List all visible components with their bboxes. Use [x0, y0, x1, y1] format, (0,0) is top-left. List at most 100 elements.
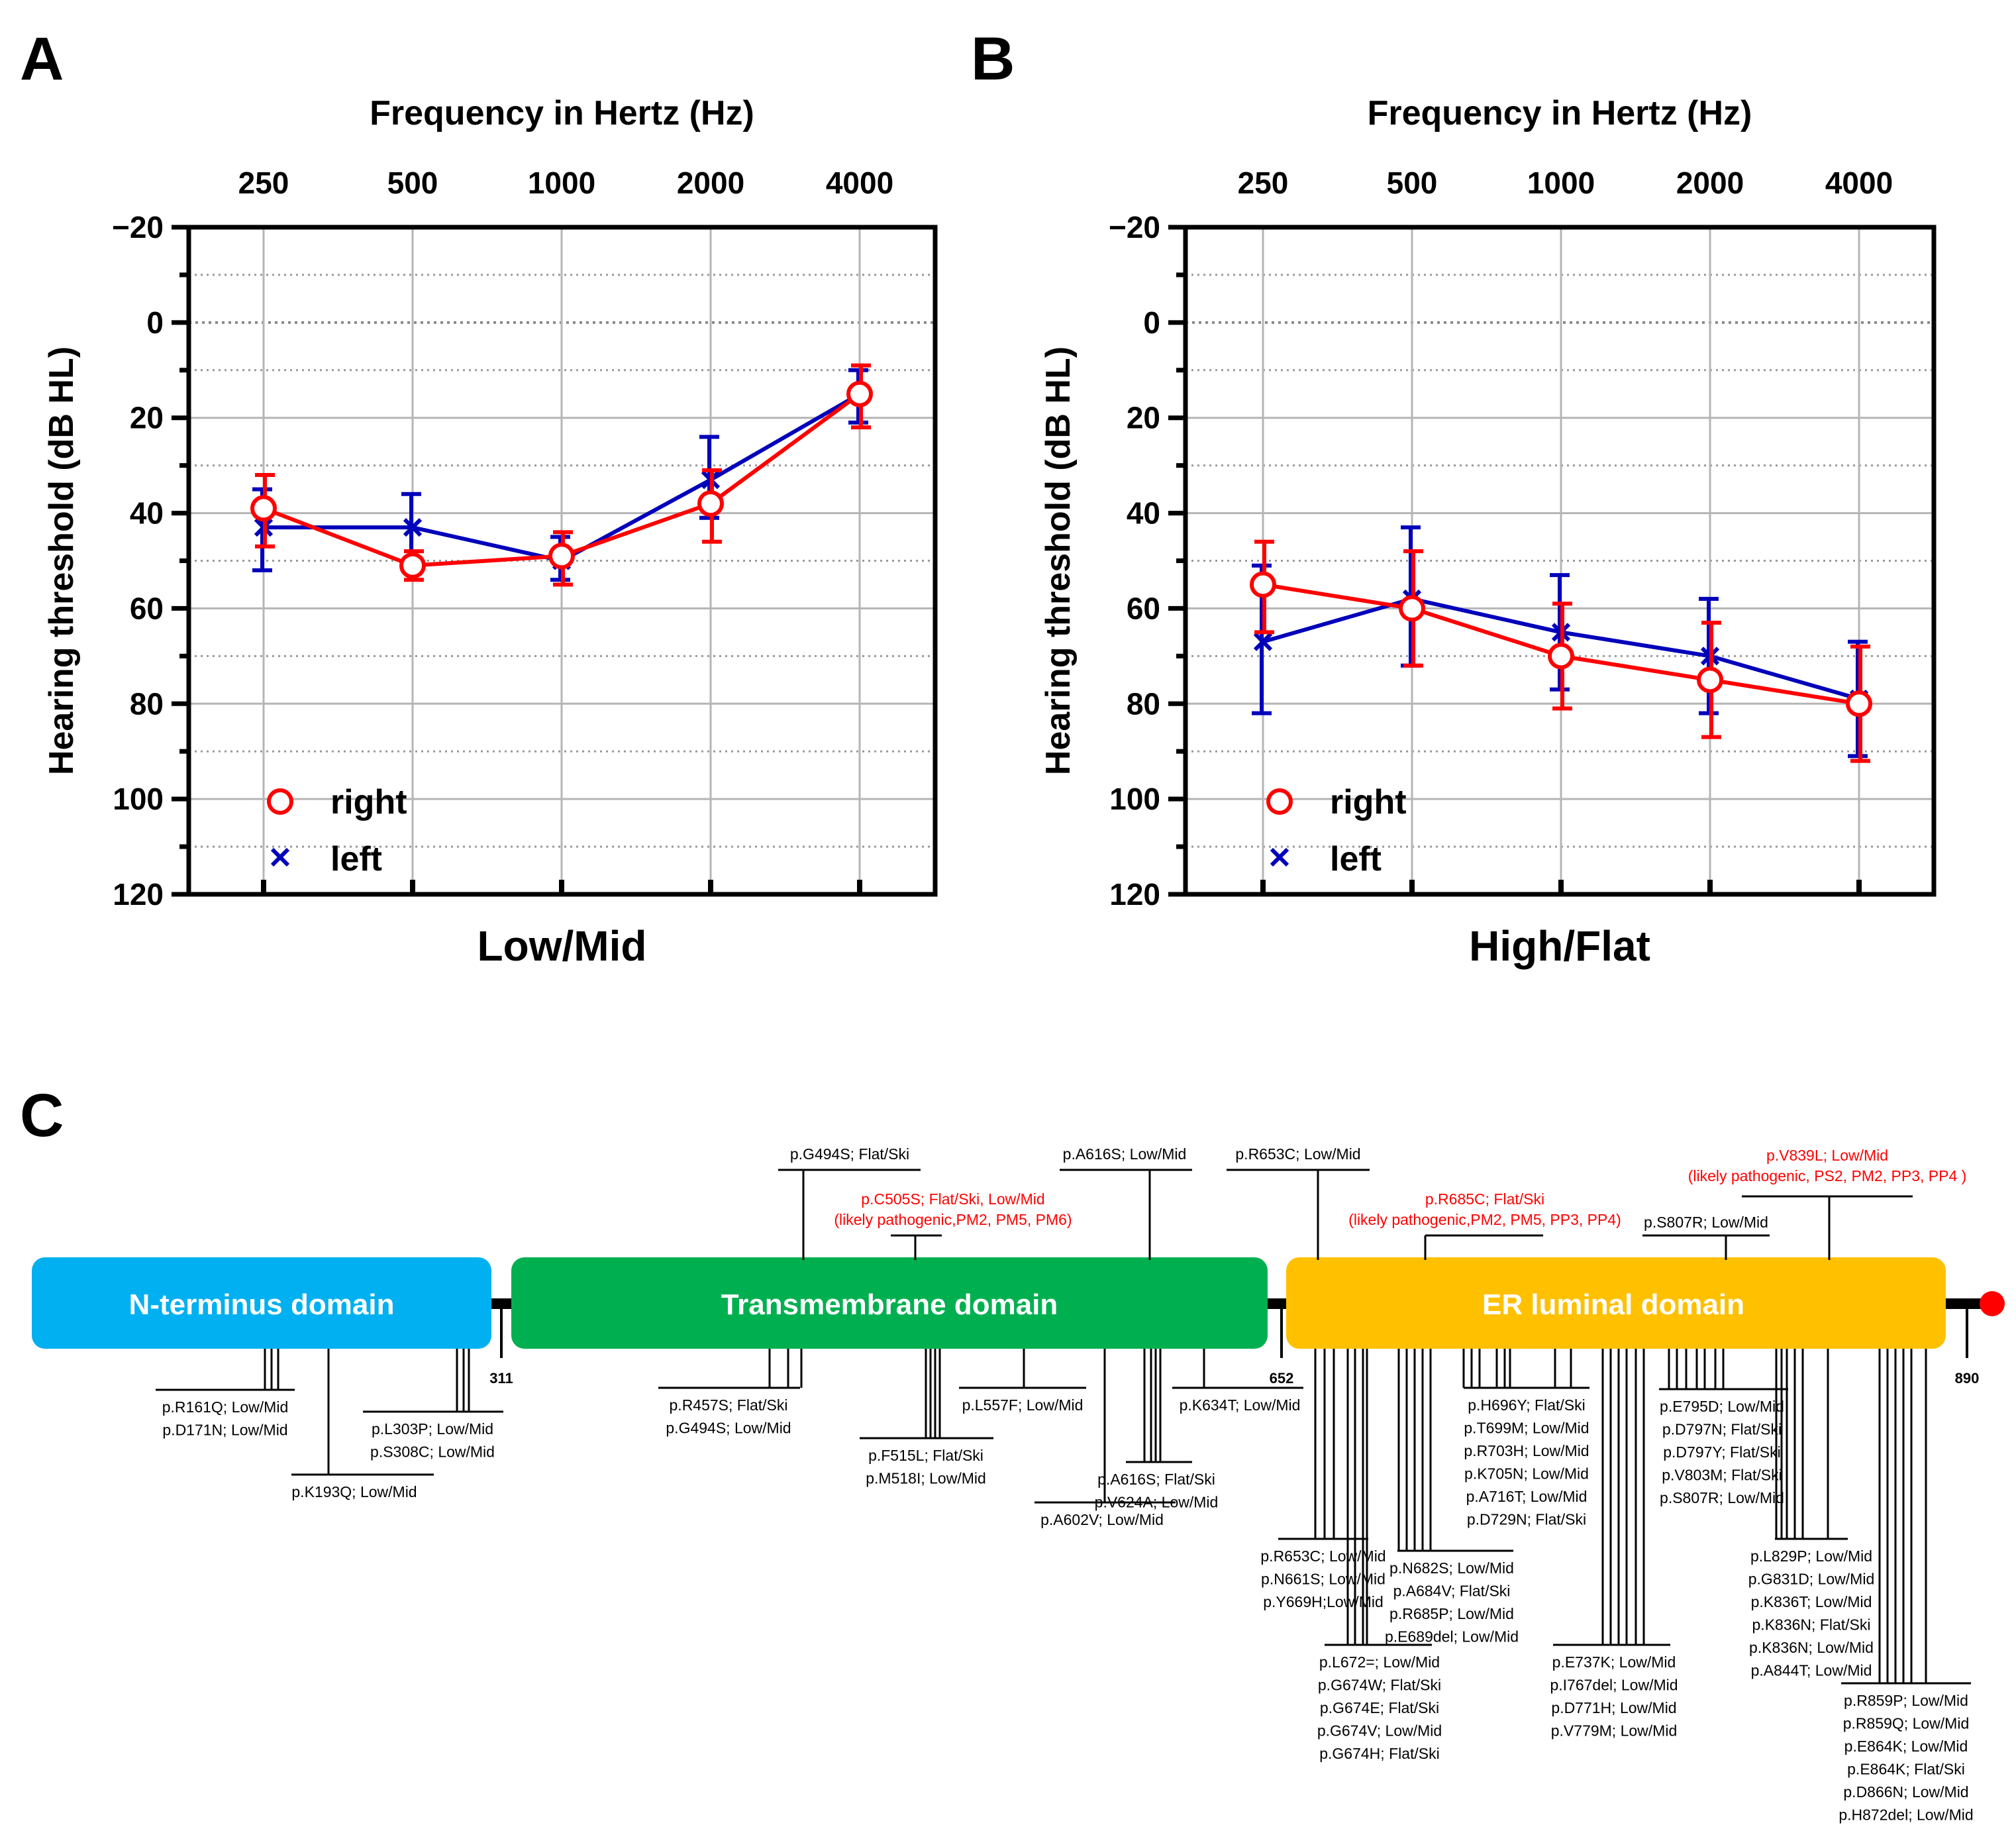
variant-label: p.G494S; Flat/Ski: [790, 1145, 909, 1163]
variant-label: p.A684V; Flat/Ski: [1393, 1583, 1511, 1600]
domain-label: Transmembrane domain: [721, 1288, 1058, 1321]
variant-label: p.R859P; Low/Mid: [1844, 1692, 1968, 1709]
variant-label: p.E737K; Low/Mid: [1552, 1653, 1676, 1671]
variant-label: p.V803M; Flat/Ski: [1662, 1467, 1782, 1484]
domain-box: [1286, 1257, 1946, 1349]
pathogenic-variant-label: p.R685C; Flat/Ski: [1425, 1190, 1544, 1208]
variant-label: p.K634T; Low/Mid: [1180, 1396, 1301, 1414]
pathogenic-classification: (likely pathogenic,PM2, PM5, PP3, PP4): [1348, 1211, 1621, 1228]
variant-label: p.G831D; Low/Mid: [1748, 1571, 1874, 1588]
variant-label: p.K836N; Low/Mid: [1749, 1639, 1874, 1656]
right-point: [1399, 595, 1425, 622]
y-tick-label: 80: [1127, 686, 1160, 721]
position-label: 890: [1955, 1370, 1980, 1386]
x-tick-label: 4000: [1825, 166, 1893, 200]
variant-label: p.D729N; Flat/Ski: [1467, 1511, 1586, 1528]
x-tick-label: 500: [387, 166, 438, 200]
right-point: [1697, 666, 1723, 694]
y-tick-label: 20: [1127, 401, 1160, 435]
variant-label: p.R161Q; Low/Mid: [162, 1398, 288, 1416]
variant-label: p.E864K; Low/Mid: [1844, 1738, 1968, 1755]
variant-label: p.D866N; Low/Mid: [1843, 1783, 1968, 1801]
panel-a: A Frequency in Hertz (Hz) Low/Mid −20 0 20 40 6…: [20, 25, 938, 970]
right-point: [548, 543, 575, 570]
variant-label: p.R457S; Flat/Ski: [670, 1396, 788, 1414]
left-point: [403, 518, 423, 537]
panel-letter: C: [20, 1082, 64, 1149]
variant-label: p.G674E; Flat/Ski: [1320, 1699, 1439, 1716]
domain-label: ER luminal domain: [1482, 1288, 1744, 1321]
left-point-stroke: [403, 518, 423, 537]
variant-label: p.V779M; Low/Mid: [1551, 1722, 1677, 1740]
panel-b: B Frequency in Hertz (Hz) High/Flat −20 0 20 4…: [971, 25, 1937, 970]
domain-label: N-terminus domain: [129, 1288, 395, 1321]
legend-right-label: right: [330, 783, 407, 821]
variant-label: p.A716T; Low/Mid: [1466, 1488, 1588, 1505]
variant-label: p.A844T; Low/Mid: [1751, 1662, 1872, 1679]
position-label: 652: [1270, 1370, 1294, 1386]
legend-left-marker-stroke: [1270, 847, 1289, 867]
panel-letter: B: [971, 25, 1015, 93]
y-tick-label: 100: [1109, 782, 1160, 816]
y-axis-title: Hearing threshold (dB HL): [42, 346, 81, 775]
variant-label: p.I767del; Low/Mid: [1550, 1677, 1678, 1694]
variant-label: p.A602V; Low/Mid: [1040, 1511, 1164, 1528]
chart-caption: High/Flat: [1469, 922, 1650, 970]
variant-label: p.A616S; Flat/Ski: [1097, 1471, 1215, 1488]
y-tick-label: −20: [112, 210, 164, 244]
x-tick-label: 1000: [1527, 166, 1595, 200]
panel-letter: A: [20, 25, 64, 93]
x-axis-title: Frequency in Hertz (Hz): [1368, 94, 1752, 132]
variant-label: p.L829P; Low/Mid: [1750, 1547, 1872, 1565]
variant-label: p.R653C; Low/Mid: [1235, 1145, 1360, 1163]
x-tick-label: 500: [1387, 166, 1438, 200]
y-tick-label: 80: [130, 686, 164, 721]
c-terminus-dot: [1980, 1291, 2005, 1316]
right-point: [250, 495, 277, 522]
plot-frame: [1183, 225, 1937, 897]
legend-right-marker: [267, 788, 293, 815]
variant-label: p.Y669H;Low/Mid: [1263, 1593, 1384, 1610]
y-tick-label: 60: [130, 591, 164, 625]
x-axis-title: Frequency in Hertz (Hz): [370, 94, 754, 132]
domain-box: [32, 1257, 491, 1349]
variant-label: p.R859Q; Low/Mid: [1843, 1715, 1969, 1732]
y-axis-title: Hearing threshold (dB HL): [1039, 346, 1078, 775]
pathogenic-classification: (likely pathogenic,PM2, PM5, PM6): [834, 1211, 1072, 1228]
x-tick-label: 1000: [528, 166, 595, 200]
position-label: 311: [489, 1370, 513, 1386]
variant-label: p.R685P; Low/Mid: [1389, 1605, 1514, 1622]
y-tick-label: −20: [1109, 210, 1160, 244]
legend-right-label: right: [1330, 783, 1407, 821]
y-tick-label: 0: [1143, 305, 1160, 340]
variant-label: p.L557F; Low/Mid: [962, 1396, 1084, 1414]
variant-label: p.S807R; Low/Mid: [1660, 1489, 1784, 1506]
pathogenic-variant-label: p.V839L; Low/Mid: [1766, 1147, 1888, 1164]
variant-label: p.H696Y; Flat/Ski: [1468, 1396, 1585, 1414]
y-tick-label: 60: [1127, 591, 1160, 625]
right-point: [399, 552, 426, 579]
variant-label: p.R653C; Low/Mid: [1260, 1547, 1386, 1565]
chart-caption: Low/Mid: [478, 922, 647, 970]
variant-label: p.K836N; Flat/Ski: [1752, 1616, 1871, 1634]
variant-label: p.R703H; Low/Mid: [1464, 1442, 1589, 1459]
variant-label: p.G674V; Low/Mid: [1317, 1722, 1442, 1740]
legend-left-label: left: [330, 840, 382, 878]
right-point: [1548, 643, 1574, 670]
x-tick-label: 2000: [1676, 166, 1744, 200]
left-point: [1253, 632, 1273, 651]
variant-label: p.D797N; Flat/Ski: [1662, 1421, 1782, 1438]
variant-label: p.V624A; Low/Mid: [1095, 1494, 1219, 1511]
variant-label: p.M518I; Low/Mid: [866, 1470, 986, 1487]
variant-label: p.A616S; Low/Mid: [1063, 1145, 1187, 1163]
y-tick-label: 120: [113, 877, 164, 912]
variant-label: p.E795D; Low/Mid: [1660, 1398, 1784, 1415]
y-tick-label: 0: [146, 305, 164, 340]
right-point: [1250, 571, 1276, 598]
y-tick-label: 100: [113, 782, 164, 816]
variant-label: p.D771H; Low/Mid: [1551, 1699, 1676, 1716]
legend-left-marker: [1270, 847, 1289, 867]
pathogenic-classification: (likely pathogenic, PS2, PM2, PP3, PP4 ): [1688, 1167, 1967, 1184]
variant-label: p.D797Y; Flat/Ski: [1663, 1443, 1780, 1461]
